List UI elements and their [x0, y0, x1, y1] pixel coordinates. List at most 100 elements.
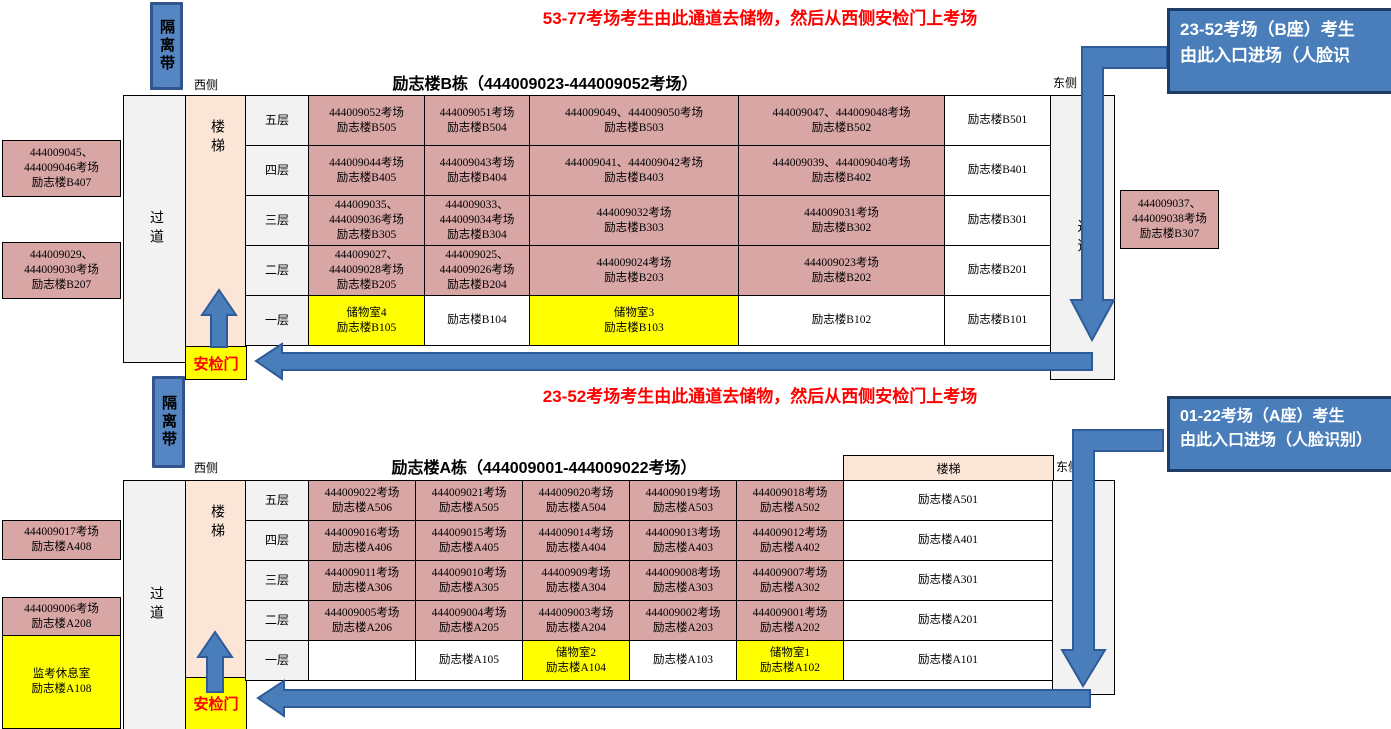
side-room-b407: 444009045、 444009046考场 励志楼B407 [2, 140, 121, 197]
entrance-callout-b: 23-52考场（B座）考生 由此入口进场（人脸识 [1167, 8, 1391, 94]
storage-route-arrow-b [254, 342, 1093, 381]
floor-label: 三层 [246, 561, 309, 601]
side-room-b207: 444009029、 444009030考场 励志楼B207 [2, 242, 121, 299]
room-cell: 444009041、444009042考场 励志楼B403 [530, 146, 739, 196]
isolation-belt-label: 隔离带 [158, 19, 175, 73]
corridor-east-b-label: 过道 [1075, 218, 1091, 257]
room-cell: 444009025、 444009026考场 励志楼B204 [425, 246, 530, 296]
room-cell: 444009005考场 励志楼A206 [309, 601, 416, 641]
room-cell: 444009023考场 励志楼B202 [739, 246, 945, 296]
room-cell: 444009018考场 励志楼A502 [737, 481, 844, 521]
room-cell: 444009007考场 励志楼A302 [737, 561, 844, 601]
top-instruction-text: 53-77考场考生由此通道去储物，然后从西侧安检门上考场 [542, 9, 978, 28]
side-room-a208: 444009006考场 励志楼A208 [2, 597, 121, 637]
room-cell: 444009001考场 励志楼A202 [737, 601, 844, 641]
entrance-callout-a: 01-22考场（A座）考生 由此入口进场（人脸识别） [1167, 396, 1391, 472]
room-cell: 444009032考场 励志楼B303 [530, 196, 739, 246]
room-cell: 444009047、444009048考场 励志楼B502 [739, 96, 945, 146]
stairs-header-a: 楼梯 [843, 455, 1054, 482]
room-cell: 444009052考场 励志楼B505 [309, 96, 425, 146]
room-cell: 励志楼B401 [945, 146, 1051, 196]
room-cell: 444009035、 444009036考场 励志楼B305 [309, 196, 425, 246]
middle-instruction-text: 23-52考场考生由此通道去储物，然后从西侧安检门上考场 [542, 387, 978, 406]
room-cell: 444009015考场 励志楼A405 [416, 521, 523, 561]
room-cell: 444009039、444009040考场 励志楼B402 [739, 146, 945, 196]
floor-label: 二层 [246, 601, 309, 641]
corridor-east-a: 过道 [1052, 480, 1115, 695]
room-cell: 444009044考场 励志楼B405 [309, 146, 425, 196]
room-cell: 储物室2 励志楼A104 [523, 641, 630, 681]
stairs-b: 楼梯 [185, 95, 247, 348]
stairs-a: 楼梯 [185, 480, 247, 679]
east-label-b: 东侧 [1053, 76, 1078, 90]
room-cell: 444009014考场 励志楼A404 [523, 521, 630, 561]
room-cell: 444009008考场 励志楼A303 [630, 561, 737, 601]
building-b-floor-table: 五层 444009052考场 励志楼B505 444009051考场 励志楼B504… [245, 95, 1051, 346]
room-cell: 444009003考场 励志楼A204 [523, 601, 630, 641]
building-a-title: 励志楼A栋（444009001-444009022考场） [391, 460, 697, 477]
room-cell: 444009031考场 励志楼B302 [739, 196, 945, 246]
room-cell: 444009027、 444009028考场 励志楼B205 [309, 246, 425, 296]
west-label-a: 西侧 [194, 461, 219, 475]
security-gate-b: 安检门 [185, 346, 247, 380]
room-cell: 444009024考场 励志楼B203 [530, 246, 739, 296]
room-cell: 励志楼A101 [844, 641, 1053, 681]
room-cell: 储物室4 励志楼B105 [309, 296, 425, 346]
room-cell: 444009051考场 励志楼B504 [425, 96, 530, 146]
floor-label: 一层 [246, 641, 309, 681]
corridor-west-b: 过道 [123, 95, 187, 363]
room-cell: 444009016考场 励志楼A406 [309, 521, 416, 561]
proctor-lounge-a108: 监考休息室 励志楼A108 [2, 635, 121, 729]
isolation-belt-label: 隔离带 [160, 395, 177, 449]
room-cell: 444009033、 444009034考场 励志楼B304 [425, 196, 530, 246]
building-b-title: 励志楼B栋（444009023-444009052考场） [392, 76, 698, 93]
floor-label: 二层 [246, 246, 309, 296]
room-cell: 励志楼A401 [844, 521, 1053, 561]
room-cell: 444009004考场 励志楼A205 [416, 601, 523, 641]
corridor-east-b: 过道 [1050, 95, 1115, 380]
floor-label: 四层 [246, 521, 309, 561]
building-a-floor-table: 五层 444009022考场 励志楼A506 444009021考场 励志楼A505… [245, 480, 1053, 681]
floor-label: 三层 [246, 196, 309, 246]
room-cell: 444009011考场 励志楼A306 [309, 561, 416, 601]
floor-label: 一层 [246, 296, 309, 346]
room-cell: 励志楼A501 [844, 481, 1053, 521]
corridor-west-a-label: 过道 [148, 586, 163, 624]
room-cell: 励志楼B201 [945, 246, 1051, 296]
room-cell: 444009002考场 励志楼A203 [630, 601, 737, 641]
room-cell: 444009012考场 励志楼A402 [737, 521, 844, 561]
room-cell: 励志楼A301 [844, 561, 1053, 601]
room-cell: 444009010考场 励志楼A305 [416, 561, 523, 601]
room-cell: 储物室3 励志楼B103 [530, 296, 739, 346]
corridor-east-a-label: 过道 [1076, 568, 1092, 607]
floor-label: 四层 [246, 146, 309, 196]
corridor-west-b-label: 过道 [148, 210, 163, 248]
room-cell: 44400909考场 励志楼A304 [523, 561, 630, 601]
corridor-west-a: 过道 [123, 480, 187, 729]
floor-label: 五层 [246, 96, 309, 146]
stairs-b-label: 楼梯 [209, 118, 224, 157]
room-cell: 励志楼B301 [945, 196, 1051, 246]
stairs-a-label: 楼梯 [209, 503, 224, 542]
floor-label: 五层 [246, 481, 309, 521]
east-label-a: 东侧 [1056, 460, 1081, 474]
security-gate-a: 安检门 [185, 677, 247, 729]
room-cell: 励志楼A103 [630, 641, 737, 681]
west-label-b: 西侧 [194, 78, 219, 92]
room-cell: 444009022考场 励志楼A506 [309, 481, 416, 521]
room-cell: 励志楼A201 [844, 601, 1053, 641]
room-cell: 444009049、444009050考场 励志楼B503 [530, 96, 739, 146]
side-room-a408: 444009017考场 励志楼A408 [2, 520, 121, 560]
storage-route-arrow-a [256, 679, 1091, 718]
room-cell: 444009013考场 励志楼A403 [630, 521, 737, 561]
room-cell: 励志楼B104 [425, 296, 530, 346]
room-cell: 444009043考场 励志楼B404 [425, 146, 530, 196]
room-cell: 励志楼B501 [945, 96, 1051, 146]
room-cell: 444009020考场 励志楼A504 [523, 481, 630, 521]
room-cell [309, 641, 416, 681]
room-cell: 励志楼B102 [739, 296, 945, 346]
room-cell: 储物室1 励志楼A102 [737, 641, 844, 681]
room-cell: 444009019考场 励志楼A503 [630, 481, 737, 521]
side-room-b307: 444009037、 444009038考场 励志楼B307 [1120, 190, 1219, 249]
